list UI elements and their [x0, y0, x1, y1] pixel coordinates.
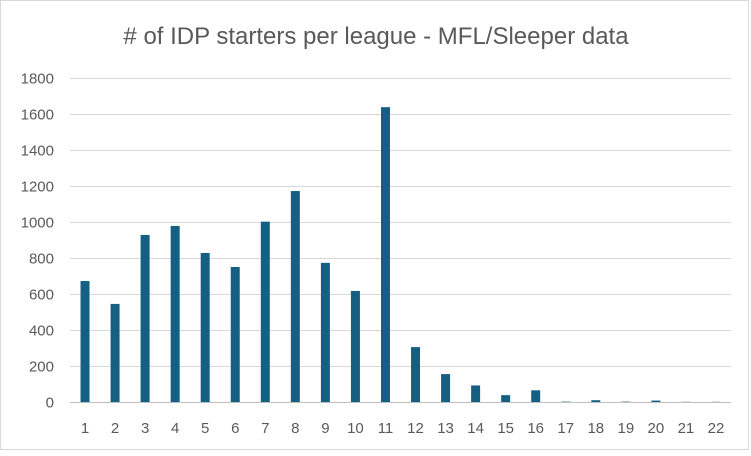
bar-4 [171, 226, 180, 402]
bar-1 [81, 281, 90, 402]
x-tick-label: 19 [617, 420, 634, 437]
bar-3 [141, 235, 150, 402]
x-tick-label: 10 [347, 420, 364, 437]
bar-12 [411, 347, 420, 402]
bar-15 [501, 395, 510, 402]
bar-7 [261, 222, 270, 402]
gridlines [70, 79, 731, 367]
x-tick-label: 14 [467, 420, 484, 437]
x-tick-label: 7 [261, 420, 269, 437]
bar-6 [231, 267, 240, 402]
bar-9 [321, 263, 330, 402]
y-tick-label: 800 [29, 251, 54, 268]
x-tick-label: 22 [708, 420, 725, 437]
bar-20 [651, 401, 660, 402]
chart-title: # of IDP starters per league - MFL/Sleep… [123, 23, 629, 50]
y-tick-label: 1200 [21, 179, 54, 196]
x-tick-label: 17 [557, 420, 574, 437]
bar-13 [441, 374, 450, 402]
bar-16 [531, 390, 540, 402]
y-tick-label: 0 [46, 395, 54, 412]
x-tick-label: 11 [378, 420, 394, 437]
x-tick-label: 20 [648, 420, 665, 437]
bar-8 [291, 191, 300, 402]
y-tick-label: 600 [29, 287, 54, 304]
x-tick-label: 16 [527, 420, 544, 437]
x-tick-label: 21 [678, 420, 695, 437]
x-tick-label: 4 [171, 420, 179, 437]
x-tick-label: 15 [497, 420, 514, 437]
y-tick-label: 400 [29, 323, 54, 340]
x-tick-label: 18 [587, 420, 604, 437]
bar-2 [111, 304, 120, 402]
x-tick-label: 12 [407, 420, 424, 437]
x-tick-label: 8 [291, 420, 299, 437]
bar-5 [201, 253, 210, 402]
y-tick-label: 200 [29, 359, 54, 376]
x-tick-label: 1 [81, 420, 89, 437]
bars [81, 107, 721, 402]
bar-11 [381, 107, 390, 402]
x-tick-label: 3 [141, 420, 149, 437]
y-tick-label: 1400 [21, 143, 54, 160]
x-tick-label: 13 [437, 420, 454, 437]
y-tick-label: 1000 [21, 215, 54, 232]
bar-14 [471, 385, 480, 402]
y-tick-label: 1600 [21, 107, 54, 124]
bar-10 [351, 291, 360, 402]
bar-18 [591, 400, 600, 402]
x-tick-label: 9 [321, 420, 329, 437]
x-tick-label: 6 [231, 420, 239, 437]
y-axis: 0 200 400 600 800 1000 1200 1400 1600 1800 [21, 71, 54, 412]
x-tick-label: 2 [111, 420, 119, 437]
y-tick-label: 1800 [21, 71, 54, 88]
x-tick-label: 5 [201, 420, 209, 437]
